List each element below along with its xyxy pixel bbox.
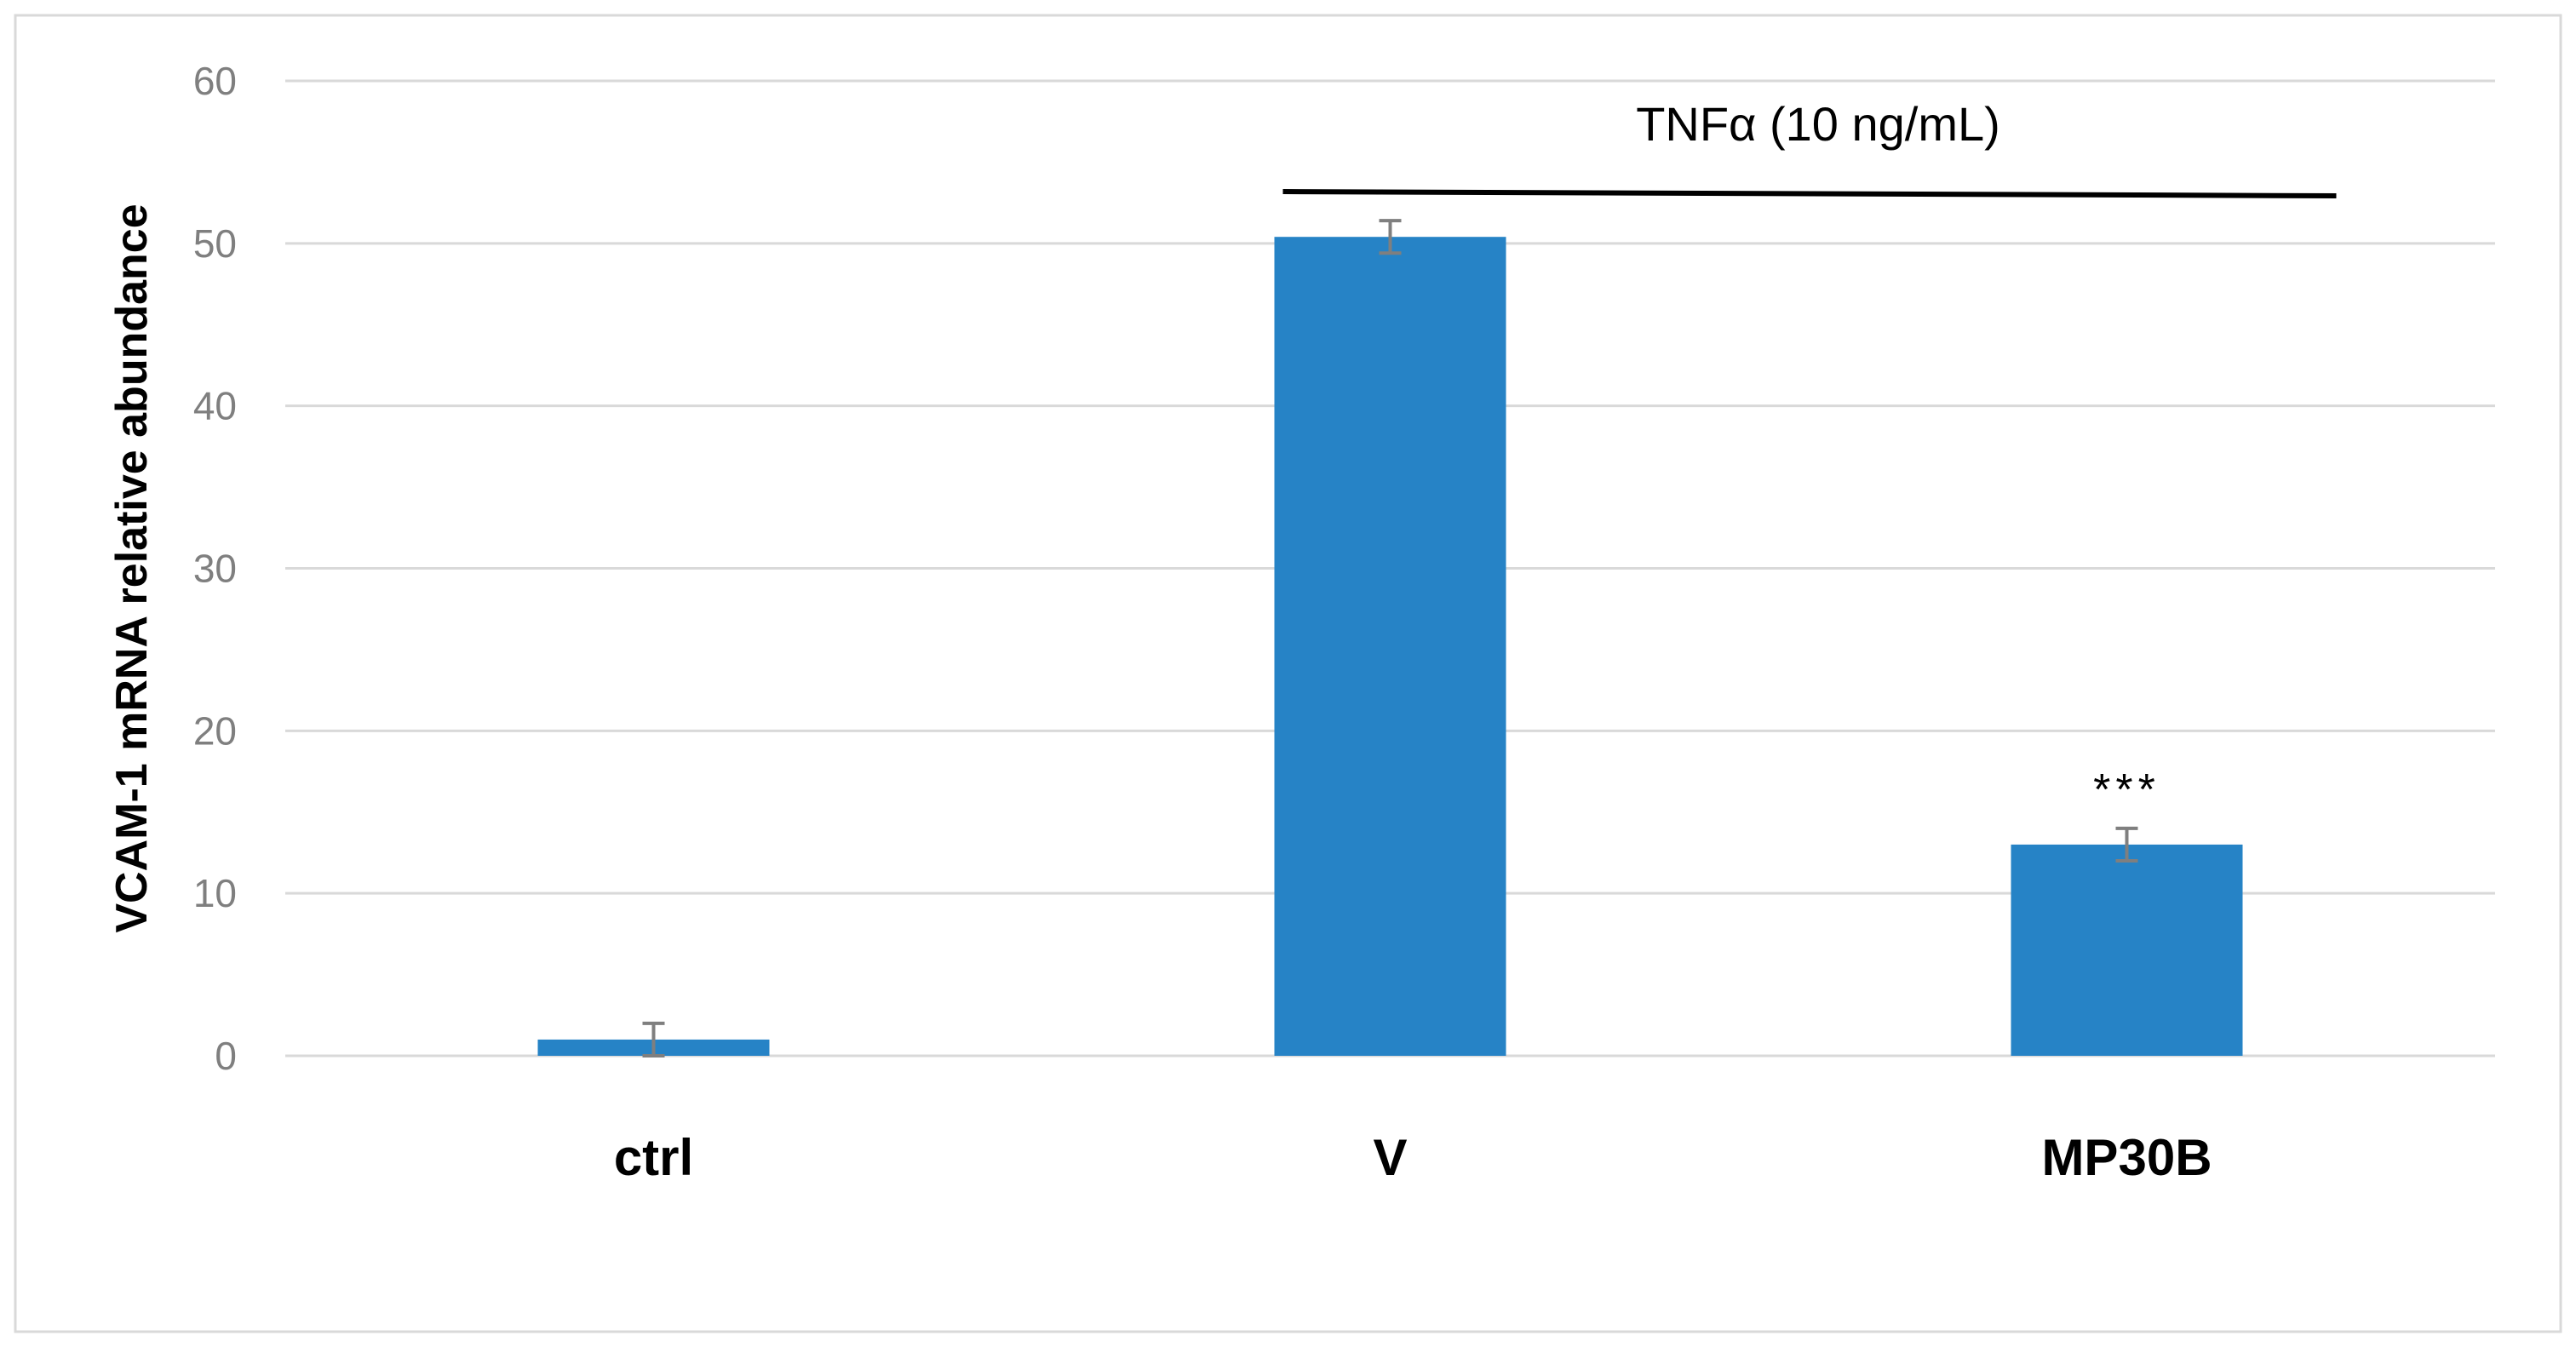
y-tick-label-50: 50 <box>193 221 237 266</box>
significance-mark-mp30b: *** <box>2093 765 2160 815</box>
treatment-bracket-line <box>1282 189 2337 198</box>
x-category-label-ctrl: ctrl <box>614 1129 693 1186</box>
bars <box>537 237 2243 1056</box>
y-tick-label-40: 40 <box>193 384 237 428</box>
y-tick-label-20: 20 <box>193 708 237 753</box>
error-bar-mp30b <box>2115 826 2138 863</box>
error-bar-ctrl <box>642 1021 665 1058</box>
y-tick-label-0: 0 <box>215 1034 237 1078</box>
error-bar-v <box>1379 219 1402 255</box>
x-axis-categories: ctrl V MP30B <box>614 1129 2212 1186</box>
y-axis-title: VCAM-1 mRNA relative abundance <box>107 203 157 932</box>
y-tick-label-60: 60 <box>193 59 237 103</box>
annotations: TNFα (10 ng/mL) *** <box>1282 97 2337 815</box>
error-bars <box>642 219 2138 1058</box>
bar-v <box>1274 237 1506 1056</box>
x-category-label-v: V <box>1373 1129 1407 1186</box>
treatment-label: TNFα (10 ng/mL) <box>1636 97 2000 151</box>
y-tick-label-10: 10 <box>193 871 237 915</box>
y-tick-label-30: 30 <box>193 547 237 591</box>
bar-mp30b <box>2011 844 2243 1056</box>
y-axis-ticks: 0 10 20 30 40 50 60 <box>193 59 237 1078</box>
x-category-label-mp30b: MP30B <box>2041 1129 2212 1186</box>
